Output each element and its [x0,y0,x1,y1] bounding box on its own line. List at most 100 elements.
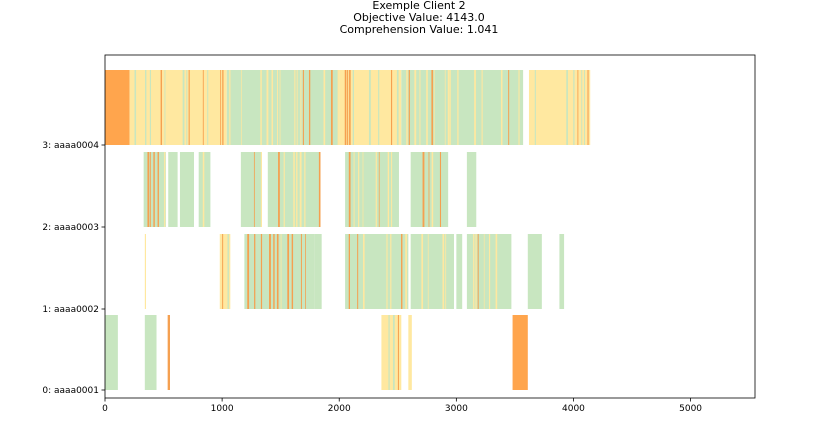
task-stripe-r3-b4-7 [444,70,446,145]
task-stripe-r3-b1-0 [134,70,137,145]
task-stripe-r3-b4-2 [414,70,417,145]
task-stripe-r2-b0-1 [149,152,151,227]
task-stripe-r3-b4-3 [419,70,421,145]
task-block-r2-b1 [168,152,178,227]
task-stripe-r3-b1-5 [182,70,185,145]
task-stripe-r3-b2-13 [330,70,333,145]
task-stripe-r1-b7-4 [488,234,491,309]
task-stripe-r1-b5-2 [442,234,445,309]
task-stripe-r3-b4-12 [481,70,483,145]
task-stripe-r3-b2-5 [277,70,279,145]
task-stripe-r3-b4-11 [474,70,476,145]
task-stripe-r3-b4-0 [406,70,408,145]
task-stripe-r3-b5-4 [581,70,583,145]
task-stripe-r2-b6-0 [348,152,351,227]
task-stripe-r3-b5-2 [573,70,575,145]
task-stripe-r2-b6-3 [362,152,364,227]
task-stripe-r3-b3-1 [347,70,349,145]
plot-frame [104,54,756,399]
task-stripe-r1-b7-2 [477,234,479,309]
task-stripe-r3-b1-2 [149,70,151,145]
task-stripe-r2-b6-6 [387,152,390,227]
task-stripe-r2-b0-2 [153,152,155,227]
x-tick-label-1: 1000 [211,404,234,414]
task-stripe-r2-b6-5 [378,152,380,227]
task-stripe-r3-b4-5 [431,70,434,145]
task-stripe-r1-b7-0 [473,234,475,309]
task-stripe-r3-b4-6 [433,70,435,145]
task-block-r1-b5 [410,234,455,309]
task-stripe-r3-b2-10 [302,70,304,145]
task-stripe-r3-b4-10 [457,70,459,145]
task-block-r3-b5 [528,70,591,145]
task-stripe-r3-b3-6 [390,70,393,145]
task-stripe-r1-b2-3 [269,234,271,309]
task-stripe-r3-b1-11 [222,70,224,145]
task-stripe-r0-b3-1 [392,315,395,390]
task-stripe-r2-b6-4 [375,152,377,227]
task-block-r0-b0 [105,315,118,390]
task-block-r1-b4 [345,234,409,309]
task-block-r3-b1 [129,70,227,145]
task-stripe-r3-b3-3 [352,70,354,145]
task-stripe-r3-b3-4 [368,70,371,145]
task-stripe-r3-b2-11 [308,70,311,145]
task-stripe-r2-b6-1 [353,152,355,227]
y-tick-label-1: 1: aaaa0002 [42,305,99,315]
task-stripe-r2-b5-0 [278,152,280,227]
task-stripe-r1-b4-3 [386,234,388,309]
task-stripe-r3-b1-4 [164,70,166,145]
task-block-r2-b6 [345,152,399,227]
task-stripe-r2-b6-7 [391,152,393,227]
task-block-r1-b0 [144,234,146,309]
task-stripe-r1-b7-5 [495,234,498,309]
task-stripe-r3-b2-4 [271,70,274,145]
task-stripe-r2-b7-3 [439,152,442,227]
task-stripe-r1-b1-0 [222,234,224,309]
task-stripe-r2-b5-2 [293,152,295,227]
task-stripe-r1-b2-9 [300,234,302,309]
task-block-r1-b2 [244,234,315,309]
task-stripe-r2-b4-1 [260,152,262,227]
task-stripe-r2-b4-0 [253,152,255,227]
task-stripe-r3-b2-12 [323,70,326,145]
task-block-r2-b8 [466,152,477,227]
task-stripe-r1-b5-1 [427,234,429,309]
task-block-r2-b4 [240,152,262,227]
task-stripe-r1-b2-8 [291,234,294,309]
task-block-r1-b8 [527,234,542,309]
chart-title-line-1: Exemple Client 2 [372,0,465,12]
task-stripe-r1-b2-1 [254,234,256,309]
task-stripe-r3-b4-4 [426,70,428,145]
task-stripe-r1-b5-3 [445,234,447,309]
task-block-r2-b2 [179,152,194,227]
task-stripe-r1-b7-3 [483,234,485,309]
task-stripe-r1-b2-7 [287,234,290,309]
task-stripe-r1-b2-2 [260,234,263,309]
task-stripe-r1-b2-6 [280,234,282,309]
x-tick-label-2: 2000 [328,404,351,414]
task-stripe-r0-b3-2 [397,315,399,390]
task-stripe-r3-b5-5 [584,70,585,145]
task-stripe-r3-b2-14 [337,70,340,145]
task-stripe-r3-b3-2 [349,70,351,145]
task-stripe-r3-b2-7 [294,70,296,145]
task-stripe-r1-b4-4 [390,234,392,309]
task-stripe-r3-b2-9 [300,70,302,145]
task-block-r1-b6 [456,234,463,309]
task-stripe-r3-b1-10 [220,70,222,145]
chart-title-line-2: Objective Value: 4143.0 [353,11,485,24]
task-stripe-r1-b1-1 [227,234,229,309]
y-tick-label-2: 2: aaaa0003 [42,223,99,233]
task-stripe-r3-b1-1 [145,70,147,145]
task-stripe-r3-b2-6 [279,70,281,145]
task-stripe-r3-b4-15 [518,70,520,145]
task-stripe-r3-b4-9 [449,70,451,145]
task-block-r1-b9 [559,234,565,309]
task-block-r1-b1 [219,234,231,309]
task-stripe-r3-b1-8 [202,70,204,145]
task-block-r0-b4 [408,315,412,390]
task-stripe-r3-b1-6 [186,70,188,145]
task-stripe-r3-b4-13 [500,70,503,145]
task-stripe-r3-b4-14 [508,70,510,145]
